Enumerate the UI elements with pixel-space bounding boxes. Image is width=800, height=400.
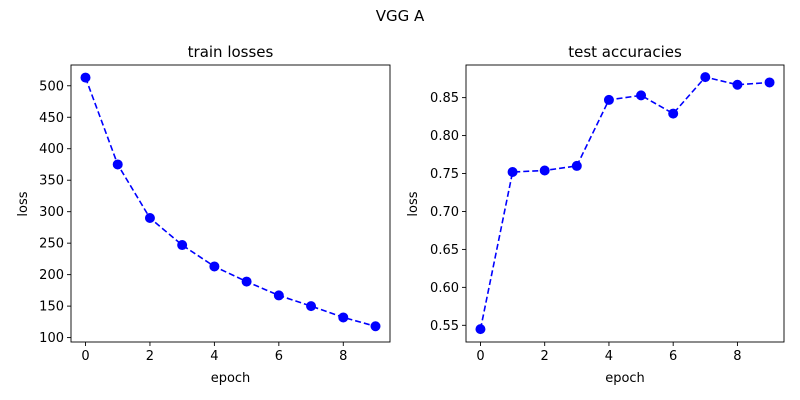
y-tick-label: 0.55 — [430, 319, 459, 334]
y-tick-label: 150 — [39, 300, 64, 315]
chart-title: test accuracies — [568, 43, 682, 61]
data-point — [571, 160, 582, 171]
y-tick-label: 0.70 — [430, 205, 459, 220]
x-tick-label: 0 — [81, 349, 89, 364]
x-tick-label: 8 — [339, 349, 347, 364]
y-tick-label: 450 — [39, 111, 64, 126]
data-point — [112, 159, 123, 170]
y-tick-label: 250 — [39, 237, 64, 252]
figure-title: VGG A — [376, 7, 425, 25]
train-losses-chart: train losses epoch loss 0 2 4 6 8 100 150 200 25… — [16, 43, 391, 386]
x-tick-label: 4 — [210, 349, 218, 364]
y-tick-label: 0.75 — [430, 167, 459, 182]
data-point — [732, 79, 743, 90]
x-tick-label: 2 — [146, 349, 154, 364]
data-point — [668, 108, 679, 119]
axes-frame — [465, 64, 785, 343]
x-tick-label: 0 — [476, 349, 484, 364]
data-point — [144, 212, 155, 223]
y-axis-label: loss — [16, 191, 31, 216]
data-point — [764, 77, 775, 88]
data-point — [539, 165, 550, 176]
y-tick-label: 100 — [39, 331, 64, 346]
data-point — [80, 72, 91, 83]
data-point — [177, 240, 188, 251]
data-point — [507, 167, 518, 178]
data-point — [273, 290, 284, 301]
data-point — [603, 94, 614, 105]
y-axis-label: loss — [406, 191, 421, 216]
y-tick-label: 400 — [39, 142, 64, 157]
y-tick-label: 500 — [39, 79, 64, 94]
x-tick-label: 8 — [733, 349, 741, 364]
data-point — [306, 301, 317, 312]
series-line — [84, 77, 376, 328]
x-axis-label: epoch — [605, 371, 645, 386]
series-line — [479, 76, 770, 330]
data-point — [700, 72, 711, 83]
x-tick-label: 4 — [605, 349, 613, 364]
y-tick-label: 350 — [39, 174, 64, 189]
y-tick-label: 0.65 — [430, 243, 459, 258]
y-tick-label: 0.85 — [430, 91, 459, 106]
data-point — [338, 312, 349, 323]
y-tick-label: 0.80 — [430, 129, 459, 144]
test-accuracies-chart: test accuracies epoch loss 0 2 4 6 8 0.55 0.60… — [406, 43, 785, 386]
data-point — [370, 321, 381, 332]
data-point — [475, 324, 486, 335]
x-tick-label: 2 — [541, 349, 549, 364]
data-point — [636, 90, 647, 101]
data-point — [209, 261, 220, 272]
y-tick-label: 200 — [39, 268, 64, 283]
x-tick-label: 6 — [669, 349, 677, 364]
x-axis-label: epoch — [211, 371, 251, 386]
y-tick-label: 300 — [39, 205, 64, 220]
chart-title: train losses — [188, 43, 274, 61]
axes-frame — [70, 64, 391, 343]
data-point — [241, 276, 252, 287]
y-tick-label: 0.60 — [430, 281, 459, 296]
x-tick-label: 6 — [275, 349, 283, 364]
